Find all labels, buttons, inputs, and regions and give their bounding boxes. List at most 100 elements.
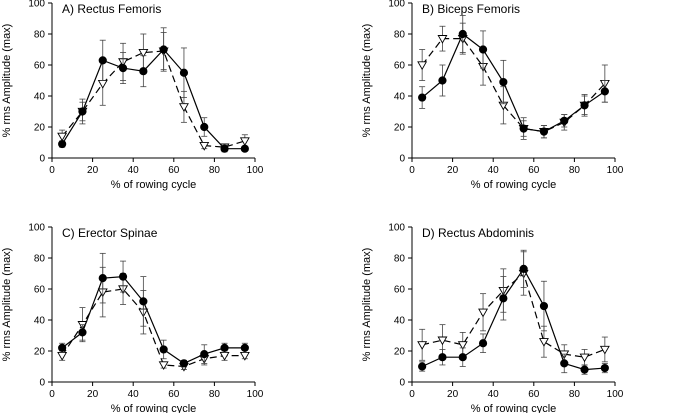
data-point — [139, 67, 148, 76]
data-point — [600, 87, 609, 96]
x-tick-label: 20 — [87, 165, 99, 176]
x-tick-label: 80 — [209, 389, 221, 400]
data-point — [57, 352, 68, 361]
data-point — [417, 61, 428, 71]
y-tick-label: 100 — [28, 0, 45, 10]
data-point — [179, 68, 189, 77]
data-point — [519, 124, 528, 133]
series-line — [61, 48, 245, 150]
series-filled-circles — [418, 14, 609, 139]
data-point — [437, 336, 448, 346]
x-tick-label: 40 — [488, 389, 500, 400]
data-point — [457, 341, 468, 350]
series-open-triangles — [57, 266, 250, 372]
y-tick-label: 40 — [394, 316, 406, 327]
data-point — [220, 144, 229, 153]
data-point — [178, 103, 189, 112]
data-point — [57, 132, 68, 142]
x-tick-label: 40 — [488, 165, 500, 176]
data-point — [417, 341, 428, 350]
data-point — [118, 272, 128, 281]
x-axis-label: % of rowing cycle — [471, 403, 557, 413]
data-point — [158, 361, 169, 371]
x-tick-label: 100 — [607, 165, 624, 176]
x-tick-label: 60 — [168, 165, 180, 176]
data-point — [478, 308, 489, 318]
series-line — [61, 288, 245, 368]
y-tick-label: 100 — [388, 223, 405, 234]
series-filled-circles — [58, 27, 249, 153]
panel-title: A) Rectus Femoris — [62, 2, 161, 16]
data-point — [220, 343, 229, 352]
y-tick-label: 20 — [394, 347, 406, 358]
x-tick-label: 100 — [247, 389, 264, 400]
data-point — [98, 56, 107, 65]
data-point — [458, 29, 467, 39]
series-line — [422, 272, 606, 358]
y-tick-label: 80 — [34, 30, 46, 41]
x-tick-label: 20 — [447, 165, 459, 176]
y-tick-label: 60 — [394, 61, 406, 72]
series-line — [421, 38, 606, 133]
data-point — [118, 64, 128, 73]
data-point — [200, 350, 209, 359]
series-filled-circles — [58, 252, 249, 368]
data-point — [199, 141, 210, 151]
panel-title: B) Biceps Femoris — [422, 2, 520, 16]
data-point — [560, 359, 569, 368]
panel-title: D) Rectus Abdominis — [422, 226, 534, 240]
data-point — [458, 353, 467, 362]
y-tick-label: 100 — [28, 223, 45, 234]
x-tick-label: 60 — [528, 389, 540, 400]
series-line — [61, 275, 245, 365]
x-tick-label: 20 — [447, 389, 459, 400]
x-tick-label: 20 — [87, 389, 99, 400]
y-tick-label: 0 — [39, 378, 45, 389]
panel-b: 0 20 40 60 80 100 0 20 40 60 80 100 % of rowing cycl… — [361, 0, 624, 191]
panel-a: 0 20 40 60 80 100 0 20 40 60 80 100 % of rowing cycl… — [1, 0, 264, 191]
x-tick-label: 60 — [168, 389, 180, 400]
data-point — [159, 45, 168, 54]
y-tick-label: 60 — [34, 61, 46, 72]
data-point — [58, 139, 67, 149]
data-point — [159, 345, 168, 354]
y-tick-label: 40 — [34, 316, 46, 327]
series-filled-circles — [418, 249, 609, 375]
data-point — [599, 345, 610, 355]
data-point — [539, 127, 549, 136]
y-tick-label: 0 — [399, 154, 405, 165]
y-axis-label: % rms Amplitude (max) — [361, 248, 373, 362]
y-axis-label: % rms Amplitude (max) — [1, 248, 13, 362]
x-tick-label: 0 — [409, 165, 415, 176]
y-tick-label: 20 — [394, 123, 406, 134]
series-open-triangles — [57, 32, 250, 153]
y-axis-label: % rms Amplitude (max) — [361, 24, 373, 138]
panel-title: C) Erector Spinae — [62, 226, 158, 240]
series-open-triangles — [417, 251, 610, 366]
data-point — [418, 93, 427, 102]
y-tick-label: 80 — [394, 30, 406, 41]
x-tick-label: 80 — [209, 165, 221, 176]
y-tick-label: 60 — [394, 285, 406, 296]
x-tick-label: 0 — [409, 389, 415, 400]
data-point — [437, 35, 448, 44]
data-point — [580, 365, 589, 374]
data-point — [240, 343, 249, 352]
data-point — [139, 297, 148, 306]
data-point — [418, 362, 427, 371]
y-tick-label: 0 — [39, 154, 45, 165]
x-tick-label: 80 — [569, 165, 581, 176]
data-point — [138, 49, 149, 58]
data-point — [580, 101, 589, 110]
x-tick-label: 0 — [49, 389, 55, 400]
data-point — [78, 328, 87, 337]
panel-c: 0 20 40 60 80 100 0 20 40 60 80 100 % of rowing cycl… — [1, 223, 264, 413]
x-tick-label: 60 — [528, 165, 540, 176]
series-line — [421, 33, 606, 133]
data-point — [478, 45, 488, 54]
data-point — [240, 144, 249, 153]
x-axis-label: % of rowing cycle — [471, 179, 557, 191]
y-tick-label: 60 — [34, 285, 46, 296]
y-tick-label: 20 — [34, 347, 46, 358]
series-line — [61, 50, 246, 148]
